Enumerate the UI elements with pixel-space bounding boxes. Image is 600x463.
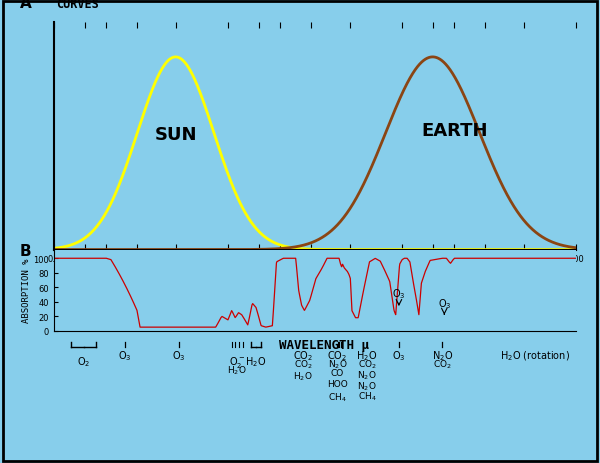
Text: O$_3$: O$_3$: [392, 286, 406, 300]
Text: EARTH: EARTH: [421, 122, 488, 140]
Text: H$_2$O (rotation): H$_2$O (rotation): [500, 349, 570, 362]
Y-axis label: ABSORPTION %: ABSORPTION %: [22, 258, 31, 323]
Text: CO$_2$: CO$_2$: [433, 358, 452, 370]
Text: BLACK BODY
CURVES: BLACK BODY CURVES: [56, 0, 128, 11]
Text: N$_2$O: N$_2$O: [357, 369, 377, 381]
Text: O$_3$: O$_3$: [437, 297, 451, 311]
Text: H$_2$O: H$_2$O: [356, 349, 377, 363]
Text: H$_2$O: H$_2$O: [293, 370, 313, 382]
Text: O$_3$: O$_3$: [172, 349, 185, 363]
Text: O$_2^-$: O$_2^-$: [229, 355, 245, 369]
Text: CO: CO: [331, 369, 344, 378]
Text: WAVELENGTH μ: WAVELENGTH μ: [279, 338, 369, 351]
Text: CH$_4$: CH$_4$: [358, 390, 376, 402]
Text: O$_2$: O$_2$: [77, 355, 90, 368]
Text: O$_3$: O$_3$: [118, 349, 131, 363]
Text: N$_2$O: N$_2$O: [357, 379, 377, 392]
Text: A: A: [20, 0, 32, 11]
Text: N$_2$O: N$_2$O: [431, 349, 452, 363]
Text: CH$_4$: CH$_4$: [328, 391, 347, 404]
Text: N$_2$O: N$_2$O: [328, 358, 347, 370]
Text: CO$_2$: CO$_2$: [293, 358, 313, 370]
Text: H$_2$O: H$_2$O: [245, 355, 266, 368]
Text: CO$_2$: CO$_2$: [293, 349, 313, 363]
Text: O$_3$: O$_3$: [392, 349, 406, 363]
Text: SUN: SUN: [154, 125, 197, 144]
Text: CO$_2$: CO$_2$: [358, 358, 377, 370]
Text: CO$_2$: CO$_2$: [328, 349, 347, 363]
Text: H$_2$O: H$_2$O: [227, 364, 247, 376]
Text: B: B: [20, 244, 32, 258]
Text: HOO: HOO: [327, 379, 348, 388]
